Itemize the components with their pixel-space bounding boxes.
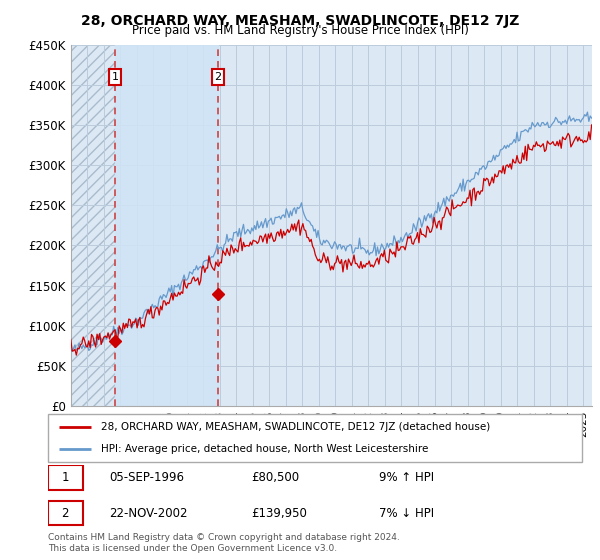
Text: £80,500: £80,500 <box>251 471 299 484</box>
Text: 9% ↑ HPI: 9% ↑ HPI <box>379 471 434 484</box>
FancyBboxPatch shape <box>48 414 582 462</box>
Text: Price paid vs. HM Land Registry's House Price Index (HPI): Price paid vs. HM Land Registry's House … <box>131 24 469 37</box>
Text: £139,950: £139,950 <box>251 507 307 520</box>
FancyBboxPatch shape <box>48 501 83 525</box>
Bar <box>115 45 218 406</box>
Text: 22-NOV-2002: 22-NOV-2002 <box>109 507 188 520</box>
Text: 28, ORCHARD WAY, MEASHAM, SWADLINCOTE, DE12 7JZ (detached house): 28, ORCHARD WAY, MEASHAM, SWADLINCOTE, D… <box>101 422 491 432</box>
Text: 1: 1 <box>62 471 69 484</box>
FancyBboxPatch shape <box>48 465 83 490</box>
Bar <box>71 45 115 406</box>
Text: 2: 2 <box>62 507 69 520</box>
Text: 28, ORCHARD WAY, MEASHAM, SWADLINCOTE, DE12 7JZ: 28, ORCHARD WAY, MEASHAM, SWADLINCOTE, D… <box>81 14 519 28</box>
Text: 05-SEP-1996: 05-SEP-1996 <box>109 471 184 484</box>
Text: Contains HM Land Registry data © Crown copyright and database right 2024.
This d: Contains HM Land Registry data © Crown c… <box>48 533 400 553</box>
Text: 7% ↓ HPI: 7% ↓ HPI <box>379 507 434 520</box>
Text: 2: 2 <box>214 72 221 82</box>
Text: 1: 1 <box>112 72 119 82</box>
Text: HPI: Average price, detached house, North West Leicestershire: HPI: Average price, detached house, Nort… <box>101 444 429 454</box>
